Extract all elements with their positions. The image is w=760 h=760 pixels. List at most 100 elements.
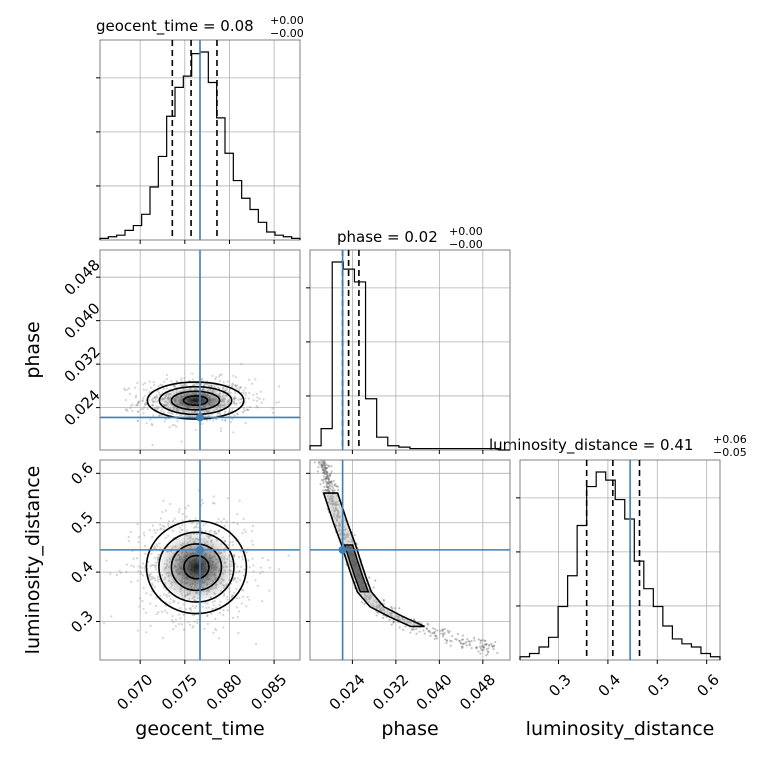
sample-point bbox=[237, 631, 240, 634]
sample-point bbox=[148, 395, 152, 398]
sample-point bbox=[444, 638, 447, 641]
sample-point bbox=[196, 382, 200, 385]
sample-point bbox=[212, 607, 215, 611]
sample-point bbox=[144, 382, 147, 385]
sample-point bbox=[140, 408, 143, 411]
sample-point bbox=[334, 484, 337, 487]
sample-point bbox=[321, 467, 324, 471]
sample-point bbox=[163, 593, 166, 596]
sample-point bbox=[236, 565, 239, 568]
sample-point bbox=[154, 566, 157, 569]
sample-point bbox=[361, 601, 364, 604]
sample-point bbox=[245, 408, 249, 411]
sample-point bbox=[214, 617, 217, 621]
sample-point bbox=[228, 408, 231, 411]
sample-point bbox=[147, 573, 150, 576]
sample-point bbox=[324, 469, 327, 472]
sample-point bbox=[324, 467, 327, 470]
sample-point bbox=[409, 631, 412, 634]
sample-point bbox=[468, 640, 471, 643]
sample-point bbox=[333, 484, 336, 487]
sample-point bbox=[479, 642, 482, 645]
sample-point bbox=[205, 419, 209, 422]
y-tick-label: 0.4 bbox=[67, 557, 97, 587]
sample-point bbox=[327, 479, 331, 482]
sample-point bbox=[324, 489, 327, 492]
sample-point bbox=[148, 574, 151, 577]
sample-point bbox=[222, 594, 226, 597]
sample-point bbox=[450, 640, 453, 643]
sample-point bbox=[328, 474, 332, 477]
sample-point bbox=[136, 410, 139, 413]
sample-point bbox=[207, 606, 211, 609]
sample-point bbox=[226, 497, 229, 500]
xlabel-phase: phase bbox=[381, 718, 438, 740]
sample-point bbox=[161, 384, 164, 387]
sample-point bbox=[390, 605, 393, 609]
sample-point bbox=[179, 384, 182, 387]
sample-point bbox=[238, 596, 241, 599]
sample-point bbox=[154, 398, 157, 401]
sample-point bbox=[328, 474, 331, 477]
sample-point bbox=[195, 604, 198, 608]
sample-point bbox=[271, 411, 275, 414]
sample-point bbox=[213, 530, 216, 533]
sample-point bbox=[388, 618, 391, 621]
sample-point bbox=[203, 627, 206, 631]
sample-point bbox=[151, 535, 154, 539]
sample-point bbox=[482, 648, 485, 652]
sample-point bbox=[147, 561, 150, 564]
sample-point bbox=[157, 391, 161, 394]
sample-point bbox=[219, 611, 222, 614]
sample-point bbox=[125, 563, 128, 566]
sample-point bbox=[481, 644, 484, 647]
sample-point bbox=[213, 385, 216, 388]
sample-point bbox=[235, 596, 239, 600]
sample-point bbox=[159, 594, 162, 597]
sample-point bbox=[177, 601, 180, 604]
sample-point bbox=[142, 607, 145, 611]
sample-point bbox=[336, 485, 339, 488]
sample-point bbox=[130, 564, 133, 567]
sample-point bbox=[233, 414, 236, 417]
sample-point bbox=[173, 424, 176, 427]
sample-point bbox=[245, 551, 249, 554]
sample-point bbox=[229, 391, 233, 394]
sample-point bbox=[127, 535, 130, 539]
sample-point bbox=[178, 508, 181, 511]
sample-point bbox=[479, 639, 482, 642]
sample-point bbox=[222, 626, 225, 629]
sample-point bbox=[480, 645, 483, 648]
x-tick-label: 0.4 bbox=[595, 671, 625, 701]
sample-point bbox=[205, 383, 208, 386]
sample-point bbox=[487, 644, 491, 647]
sample-point bbox=[185, 607, 188, 611]
sample-point bbox=[153, 396, 156, 399]
sample-point bbox=[157, 406, 161, 409]
sample-point bbox=[228, 534, 231, 538]
sample-point bbox=[486, 650, 489, 653]
contour-inner bbox=[343, 544, 370, 593]
sample-point bbox=[184, 507, 187, 510]
sample-point bbox=[458, 639, 461, 643]
sample-point bbox=[143, 566, 146, 570]
sample-point bbox=[244, 393, 247, 397]
sample-point bbox=[134, 404, 138, 407]
sample-point bbox=[461, 638, 465, 641]
sample-point bbox=[325, 463, 328, 466]
sample-point bbox=[328, 481, 331, 484]
sample-point bbox=[320, 464, 323, 467]
sample-point bbox=[224, 419, 227, 423]
sample-point bbox=[159, 528, 162, 531]
sample-point bbox=[248, 392, 251, 395]
sample-point bbox=[159, 523, 162, 526]
sample-point bbox=[154, 604, 158, 608]
sample-point bbox=[137, 565, 141, 568]
sample-point bbox=[176, 420, 179, 423]
sample-point bbox=[491, 645, 494, 649]
sample-point bbox=[325, 470, 328, 473]
sample-point bbox=[322, 468, 325, 471]
sample-point bbox=[245, 581, 249, 584]
sample-point bbox=[153, 400, 156, 403]
sample-point bbox=[137, 400, 140, 404]
